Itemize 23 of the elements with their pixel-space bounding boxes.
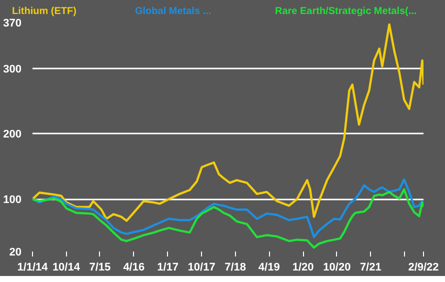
line-series [32,178,424,238]
text: Global Metals ... [135,5,212,19]
x-tick-label: 4/16 [123,262,145,274]
y-tick-label: 100 [3,194,22,206]
text: Rare Earth/Strategic Metals(... [275,5,417,19]
x-tick-label: 1/20 [292,262,314,274]
x-tick-label: 10/17 [188,262,216,274]
line-series [32,188,424,249]
x-tick-label: 10/14 [52,262,81,274]
x-tick-label: 2/9/22 [408,262,439,274]
x-tick-label: 10/20 [323,262,351,274]
x-tick-label: 1/1/14 [17,262,49,274]
y-tick-label: 370 [3,18,22,30]
text: Lithium (ETF) [12,5,76,18]
x-tick-label: 7/15 [89,262,111,274]
y-tick-label: 200 [3,128,22,141]
line-series [32,23,424,222]
y-tick-label: 20 [9,246,22,258]
y-tick-label: 300 [3,63,22,76]
x-tick-label: 1/17 [157,262,179,274]
x-tick-label: 7/18 [224,262,246,274]
x-tick-label: 7/21 [360,262,382,274]
x-tick-label: 4/19 [258,262,280,274]
